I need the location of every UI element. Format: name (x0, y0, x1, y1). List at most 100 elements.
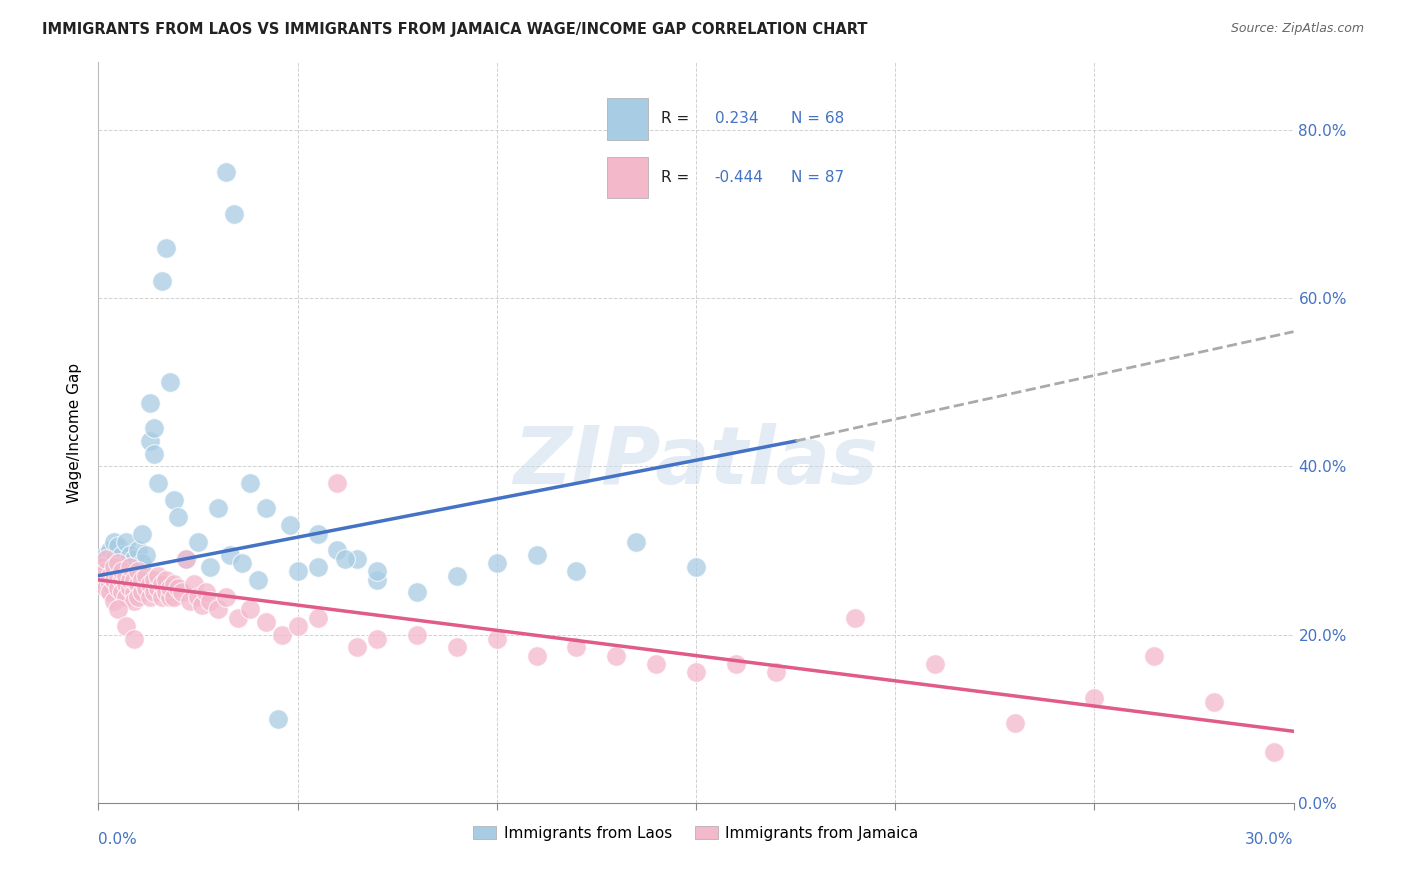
Point (124, 565, 146, 579)
Point (1083, 690, 1105, 705)
Point (155, 573, 177, 587)
Point (226, 610, 249, 624)
Point (924, 657, 946, 671)
Point (111, 577, 134, 591)
Point (406, 585, 429, 599)
Point (103, 551, 125, 566)
Point (254, 615, 277, 629)
Point (115, 535, 138, 549)
Point (120, 560, 142, 574)
Point (107, 556, 129, 570)
Point (124, 551, 146, 566)
Point (215, 165, 238, 179)
Point (96, 565, 118, 579)
Point (163, 492, 186, 507)
Point (143, 421, 166, 435)
Point (115, 556, 138, 570)
Text: IMMIGRANTS FROM LAOS VS IMMIGRANTS FROM JAMAICA WAGE/INCOME GAP CORRELATION CHAR: IMMIGRANTS FROM LAOS VS IMMIGRANTS FROM … (42, 22, 868, 37)
Point (135, 581, 157, 595)
Point (103, 565, 125, 579)
Point (346, 640, 368, 655)
Point (96, 551, 118, 566)
Point (179, 594, 201, 608)
Point (287, 565, 309, 579)
Point (167, 509, 190, 524)
Point (139, 577, 162, 591)
Text: ZIPatlas: ZIPatlas (513, 423, 879, 501)
Point (406, 627, 429, 641)
Point (150, 590, 173, 604)
Point (103, 573, 125, 587)
Point (191, 598, 214, 612)
Point (148, 476, 170, 491)
Point (96, 565, 118, 579)
Point (111, 560, 134, 574)
Point (111, 573, 134, 587)
Point (127, 577, 149, 591)
Point (485, 556, 508, 570)
Point (195, 585, 218, 599)
Point (287, 619, 309, 633)
Point (98, 585, 122, 599)
Point (96, 548, 118, 562)
Point (526, 548, 548, 562)
Point (91, 560, 114, 574)
Point (98, 560, 122, 574)
Point (111, 585, 134, 599)
Point (215, 590, 238, 604)
Point (148, 581, 170, 595)
Point (565, 640, 588, 655)
Point (148, 568, 170, 582)
Point (115, 619, 138, 633)
Point (111, 565, 134, 579)
Point (198, 560, 221, 574)
Point (1004, 715, 1026, 730)
Point (366, 565, 388, 579)
Point (172, 585, 194, 599)
Point (115, 568, 138, 582)
Point (1143, 648, 1166, 663)
Point (685, 560, 707, 574)
Point (159, 581, 181, 595)
Point (139, 590, 162, 604)
Point (107, 581, 129, 595)
Point (844, 610, 866, 624)
Point (103, 594, 125, 608)
Point (174, 551, 197, 566)
Point (107, 602, 129, 616)
Point (307, 610, 329, 624)
Point (150, 577, 173, 591)
Point (685, 665, 707, 680)
Point (98, 577, 122, 591)
Point (207, 602, 229, 616)
Point (107, 556, 129, 570)
Point (346, 551, 368, 566)
Point (143, 573, 166, 587)
Point (174, 551, 197, 566)
Point (131, 573, 153, 587)
Point (127, 577, 149, 591)
Text: 0.0%: 0.0% (98, 832, 138, 847)
Point (120, 581, 142, 595)
Point (485, 632, 508, 646)
Point (131, 556, 153, 570)
Point (131, 585, 153, 599)
Point (159, 375, 181, 389)
Point (143, 585, 166, 599)
Point (124, 573, 146, 587)
Point (120, 573, 142, 587)
Point (246, 573, 269, 587)
Point (167, 581, 190, 595)
Point (446, 568, 468, 582)
Point (115, 590, 138, 604)
Point (335, 551, 357, 566)
Point (135, 573, 157, 587)
Point (98, 568, 122, 582)
Point (107, 568, 129, 582)
Point (139, 434, 162, 448)
Point (124, 594, 146, 608)
Point (1202, 695, 1225, 709)
Point (103, 560, 125, 574)
Point (131, 526, 153, 541)
Point (150, 274, 173, 288)
